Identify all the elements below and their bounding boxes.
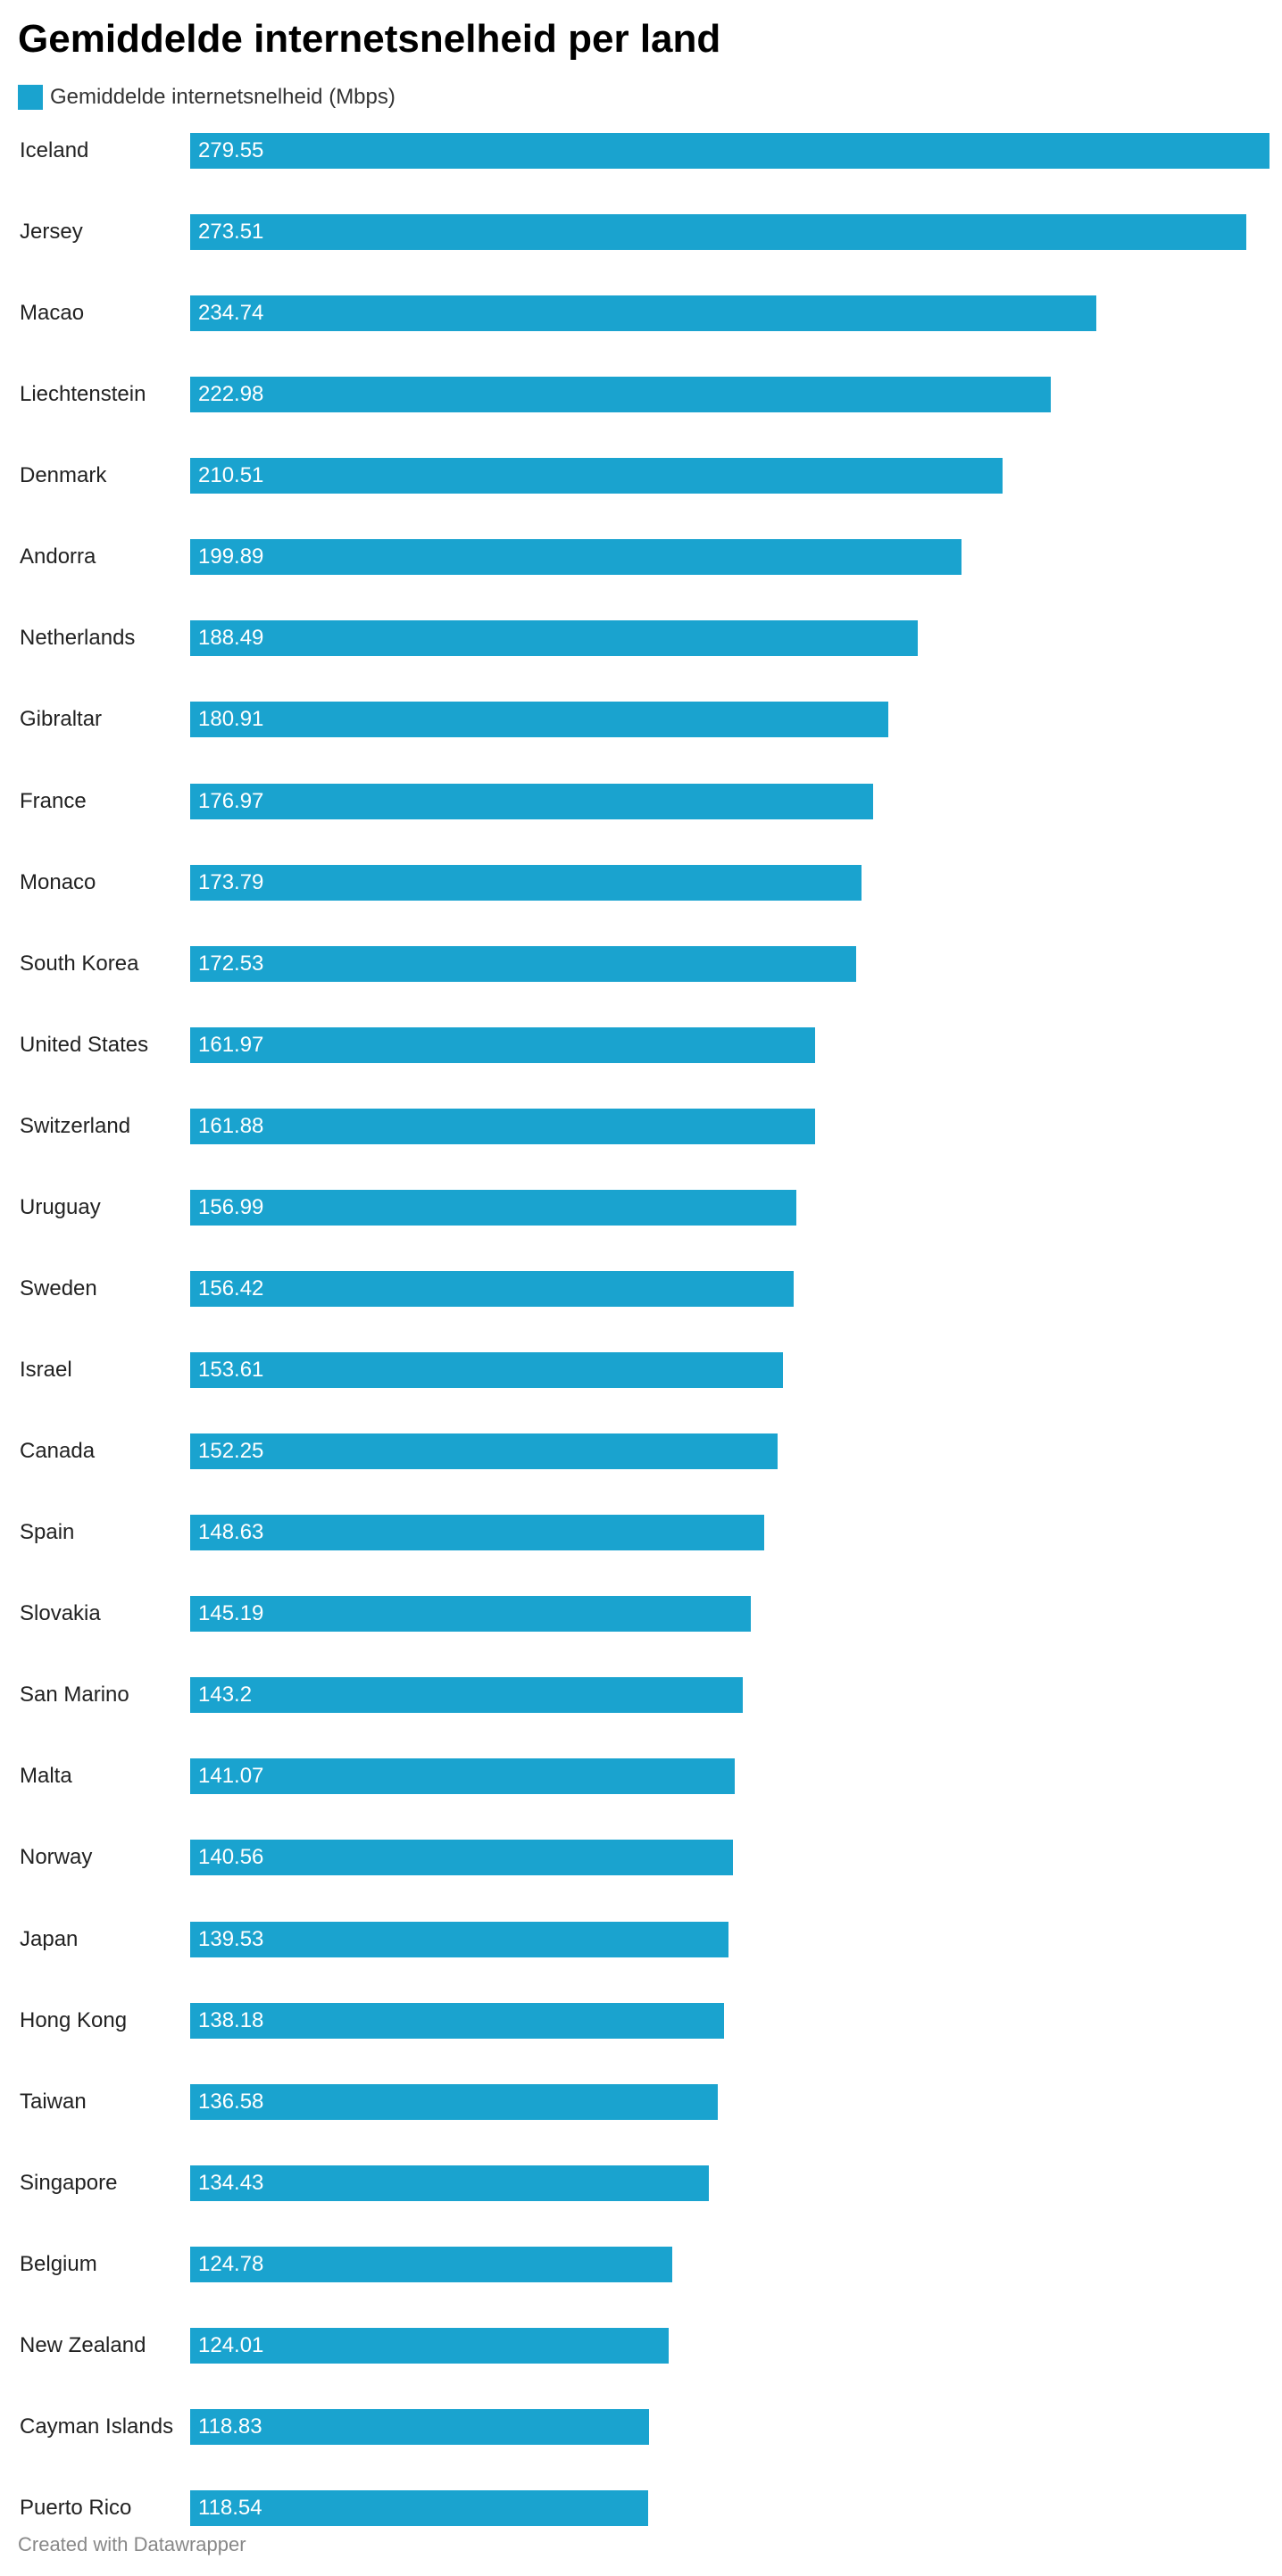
bar: 134.43 [190,2165,709,2201]
row-label: Switzerland [20,1114,131,1138]
bar: 118.54 [190,2490,648,2526]
bar: 180.91 [190,702,888,737]
row-label: Taiwan [20,2090,87,2114]
bar-value-label: 139.53 [198,1927,264,1951]
bar-value-label: 140.56 [198,1845,264,1869]
bar: 118.83 [190,2409,649,2445]
credit-link[interactable]: Created with Datawrapper [18,2533,246,2555]
bar: 199.89 [190,539,962,575]
chart-title: Gemiddelde internetsnelheid per land [18,17,721,61]
row-label: Monaco [20,870,96,894]
bar-value-label: 141.07 [198,1764,264,1788]
bar: 156.99 [190,1190,796,1226]
row-label: Cayman Islands [20,2414,174,2439]
row-label: Norway [20,1845,93,1869]
bar: 161.97 [190,1027,815,1063]
bar: 222.98 [190,377,1051,412]
bar: 136.58 [190,2084,718,2120]
bar-value-label: 156.42 [198,1276,264,1300]
bar: 188.49 [190,620,918,656]
bar-value-label: 136.58 [198,2090,264,2114]
bar-value-label: 153.61 [198,1358,264,1382]
bar: 156.42 [190,1271,794,1307]
bar-value-label: 145.19 [198,1601,264,1625]
row-label: New Zealand [20,2333,146,2357]
legend: Gemiddelde internetsnelheid (Mbps) [18,82,395,112]
bar-value-label: 148.63 [198,1520,264,1544]
bar-value-label: 176.97 [198,789,264,813]
bar-value-label: 173.79 [198,870,264,894]
row-label: Malta [20,1764,72,1788]
bar-value-label: 138.18 [198,2008,264,2032]
bar-value-label: 143.2 [198,1683,253,1707]
row-label: Puerto Rico [20,2496,132,2520]
bar-value-label: 234.74 [198,301,264,325]
bar-value-label: 273.51 [198,220,264,244]
row-label: Uruguay [20,1195,101,1219]
bar-value-label: 188.49 [198,626,264,650]
bar: 138.18 [190,2003,724,2039]
row-label: Singapore [20,2171,118,2195]
bar: 234.74 [190,295,1096,331]
row-label: Sweden [20,1276,97,1300]
row-label: Liechtenstein [20,382,146,406]
bar: 172.53 [190,946,856,982]
legend-swatch [18,85,43,110]
bar-value-label: 161.88 [198,1114,264,1138]
bar: 152.25 [190,1433,778,1469]
row-label: Japan [20,1927,79,1951]
bar-value-label: 152.25 [198,1439,264,1463]
row-label: Slovakia [20,1601,101,1625]
bar-value-label: 161.97 [198,1033,264,1057]
bar: 153.61 [190,1352,783,1388]
row-label: South Korea [20,951,139,976]
bar-value-label: 222.98 [198,382,264,406]
bar-value-label: 118.83 [198,2414,262,2439]
row-label: Denmark [20,463,107,487]
bar: 141.07 [190,1758,735,1794]
bar-value-label: 279.55 [198,138,264,162]
bar: 173.79 [190,865,862,901]
row-label: Netherlands [20,626,136,650]
bar: 176.97 [190,784,873,819]
bar-value-label: 156.99 [198,1195,264,1219]
row-label: United States [20,1033,149,1057]
bar-value-label: 124.78 [198,2252,264,2276]
bar: 145.19 [190,1596,751,1632]
bar-value-label: 199.89 [198,544,264,569]
row-label: Jersey [20,220,83,244]
bar-value-label: 172.53 [198,951,264,976]
bar: 143.2 [190,1677,743,1713]
bar: 139.53 [190,1922,728,1957]
row-label: Israel [20,1358,72,1382]
bar-value-label: 134.43 [198,2171,264,2195]
bar: 279.55 [190,133,1270,169]
row-label: Belgium [20,2252,97,2276]
bar: 140.56 [190,1840,733,1875]
bar: 124.01 [190,2328,669,2364]
bar: 210.51 [190,458,1003,494]
bar-value-label: 210.51 [198,463,264,487]
bar: 273.51 [190,214,1246,250]
legend-label: Gemiddelde internetsnelheid (Mbps) [50,85,395,109]
bar-value-label: 180.91 [198,707,264,731]
row-label: Iceland [20,138,89,162]
bar-value-label: 118.54 [198,2496,262,2520]
bar: 148.63 [190,1515,764,1550]
row-label: Canada [20,1439,96,1463]
row-label: San Marino [20,1683,129,1707]
bar-value-label: 124.01 [198,2333,264,2357]
row-label: Spain [20,1520,75,1544]
bar: 161.88 [190,1109,815,1144]
row-label: Hong Kong [20,2008,128,2032]
row-label: France [20,789,87,813]
bar: 124.78 [190,2247,672,2282]
row-label: Macao [20,301,85,325]
row-label: Andorra [20,544,96,569]
row-label: Gibraltar [20,707,103,731]
